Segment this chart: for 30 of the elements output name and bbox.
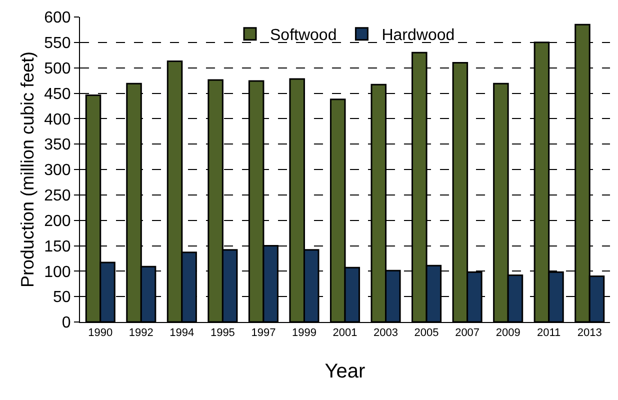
x-tick-label: 2011	[537, 327, 561, 340]
y-tick-label: 0	[62, 314, 71, 332]
x-tick-label: 1994	[170, 327, 194, 340]
y-tick-label: 250	[44, 188, 71, 205]
x-tick-label: 1999	[292, 327, 316, 340]
y-tick-label: 300	[44, 162, 71, 180]
x-tick-label: 1995	[210, 327, 235, 340]
y-tick-label: 150	[44, 238, 71, 256]
legend-label: Hardwood	[382, 27, 455, 44]
y-tick-label: 400	[44, 111, 71, 128]
x-tick-label: 1990	[88, 327, 113, 340]
x-tick-label: 2009	[496, 327, 520, 340]
legend-label: Softwood	[270, 27, 337, 44]
y-tick-label: 600	[44, 10, 71, 27]
x-axis-title: Year	[324, 360, 366, 383]
y-axis-title: Production (million cubic feet)	[17, 51, 38, 288]
y-tick-label: 550	[44, 35, 71, 52]
x-tick-label: 2007	[455, 327, 480, 340]
y-tick-label: 200	[44, 212, 71, 230]
y-tick-label: 500	[44, 60, 71, 78]
x-tick-label: 2005	[414, 327, 439, 340]
x-tick-label: 1997	[251, 327, 276, 340]
x-tick-label: 2013	[577, 327, 602, 340]
y-tick-label: 100	[44, 264, 71, 281]
x-tick-label: 2003	[374, 327, 398, 340]
y-tick-label: 50	[53, 289, 71, 306]
x-tick-label: 2001	[332, 327, 358, 340]
x-tick-label: 1992	[128, 327, 154, 340]
y-tick-label: 450	[44, 86, 71, 103]
y-tick-label: 350	[44, 136, 71, 154]
